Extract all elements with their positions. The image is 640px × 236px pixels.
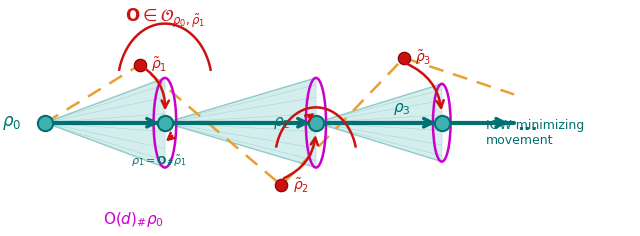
Text: $\rho_3$: $\rho_3$ [393,101,410,117]
Text: $\rho_0$: $\rho_0$ [3,114,21,132]
Text: $\rho_2$: $\rho_2$ [273,115,291,131]
Text: $\rho_1 = \mathbf{O}_\#\tilde{\rho}_1$: $\rho_1 = \mathbf{O}_\#\tilde{\rho}_1$ [131,153,186,169]
Text: ...: ... [517,116,538,134]
Text: $\tilde{\rho}_1$: $\tilde{\rho}_1$ [151,56,167,74]
Polygon shape [316,84,442,162]
Text: $\tilde{\rho}_2$: $\tilde{\rho}_2$ [292,176,309,194]
Text: IGW minimizing
movement: IGW minimizing movement [486,119,584,147]
Text: $\mathbf{O} \in \mathcal{O}_{\rho_0,\tilde{\rho}_1}$: $\mathbf{O} \in \mathcal{O}_{\rho_0,\til… [125,7,205,30]
Polygon shape [165,78,316,168]
Text: $\mathrm{O}(d)_{\#}\rho_0$: $\mathrm{O}(d)_{\#}\rho_0$ [103,210,164,229]
Text: $\tilde{\rho}_3$: $\tilde{\rho}_3$ [415,49,431,67]
Polygon shape [45,78,165,168]
